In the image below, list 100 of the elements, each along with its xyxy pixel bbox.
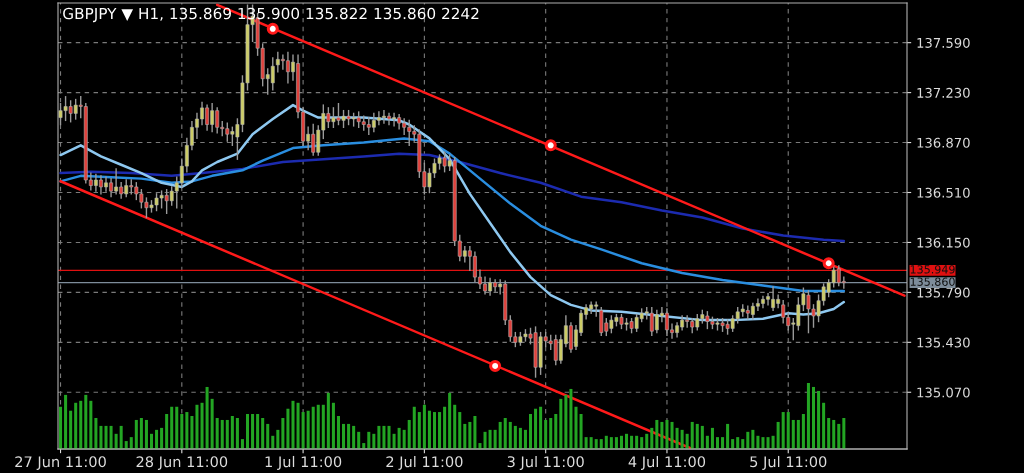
- bar: [488, 429, 492, 449]
- bar: [513, 425, 517, 449]
- bar: [215, 417, 219, 449]
- bar: [776, 421, 780, 449]
- bar: [842, 417, 846, 449]
- bar: [518, 427, 522, 449]
- bar: [165, 414, 169, 449]
- bar: [827, 417, 831, 449]
- x-tick-label: 27 Jun 11:00: [15, 456, 106, 470]
- bar: [210, 398, 214, 449]
- bar: [316, 404, 320, 449]
- bar: [483, 431, 487, 449]
- bar: [195, 404, 199, 449]
- bar: [549, 417, 553, 449]
- bar: [589, 437, 593, 449]
- bar: [781, 412, 785, 449]
- bar: [534, 408, 538, 449]
- bar: [665, 419, 669, 449]
- bar: [326, 392, 330, 449]
- bar: [604, 435, 608, 449]
- bar: [766, 437, 770, 449]
- bar: [690, 421, 694, 449]
- bar: [700, 425, 704, 449]
- bar: [109, 425, 113, 449]
- bar: [402, 429, 406, 449]
- bar: [443, 406, 447, 449]
- bar: [190, 416, 194, 449]
- bar: [685, 433, 689, 449]
- ref-line-label: 135.860: [910, 277, 955, 286]
- bar: [761, 437, 765, 449]
- bar: [625, 433, 629, 449]
- bar: [261, 417, 265, 449]
- bar: [650, 427, 654, 449]
- bar: [655, 419, 659, 449]
- bar: [59, 406, 63, 449]
- bar: [786, 412, 790, 449]
- y-tick-label: 136.150: [917, 237, 970, 248]
- bar: [139, 417, 143, 449]
- bar: [367, 431, 371, 449]
- bar: [417, 412, 421, 449]
- bar: [453, 404, 457, 449]
- bar: [407, 419, 411, 449]
- bar: [342, 423, 346, 449]
- y-tick-label: 135.790: [917, 287, 970, 298]
- bar: [751, 429, 755, 449]
- bar: [670, 421, 674, 449]
- bar: [609, 437, 613, 449]
- bar: [645, 433, 649, 449]
- bar: [84, 394, 88, 449]
- bar: [149, 433, 154, 449]
- bar: [473, 416, 477, 449]
- bar: [463, 423, 467, 449]
- bar: [311, 406, 315, 449]
- bar: [377, 425, 381, 449]
- bar: [705, 435, 709, 449]
- y-tick-label: 135.430: [917, 337, 970, 348]
- bar: [726, 423, 730, 449]
- bar: [352, 425, 356, 449]
- y-tick-label: 137.230: [917, 87, 970, 98]
- bar: [539, 406, 543, 449]
- point: [489, 359, 502, 372]
- bar: [336, 416, 340, 449]
- y-tick-label: 136.510: [917, 187, 970, 198]
- bar: [180, 414, 184, 449]
- bar: [498, 421, 502, 449]
- bar: [74, 402, 78, 449]
- bar: [235, 417, 239, 449]
- bar: [468, 421, 472, 449]
- bar: [675, 427, 679, 449]
- bar: [630, 435, 634, 449]
- bar: [397, 427, 401, 449]
- bar: [387, 425, 391, 449]
- bar: [119, 425, 123, 449]
- bar: [382, 425, 386, 449]
- bar: [276, 429, 280, 449]
- bar: [640, 437, 644, 449]
- bar: [392, 433, 396, 449]
- y-tick-label: 137.590: [917, 37, 970, 48]
- bar: [503, 417, 507, 449]
- x-tick-label: 1 Jul 11:00: [265, 455, 342, 470]
- bar: [291, 400, 295, 449]
- bar: [584, 437, 588, 449]
- bar: [599, 439, 603, 449]
- bar: [422, 404, 426, 449]
- point: [822, 257, 835, 270]
- x-tick-label: 28 Jun 11:00: [136, 456, 228, 470]
- bar: [89, 400, 93, 449]
- bar: [715, 437, 720, 449]
- bar: [528, 414, 533, 449]
- bar: [736, 437, 740, 449]
- bar: [104, 425, 108, 449]
- bar: [200, 402, 204, 449]
- x-tick-label: 2 Jul 11:00: [386, 455, 463, 470]
- bar: [230, 416, 234, 449]
- bar: [695, 423, 699, 449]
- ref-line-label: 135.949: [910, 265, 955, 274]
- bar: [721, 437, 725, 449]
- bar: [458, 412, 462, 449]
- line-series: [59, 152, 846, 243]
- bar: [564, 394, 568, 449]
